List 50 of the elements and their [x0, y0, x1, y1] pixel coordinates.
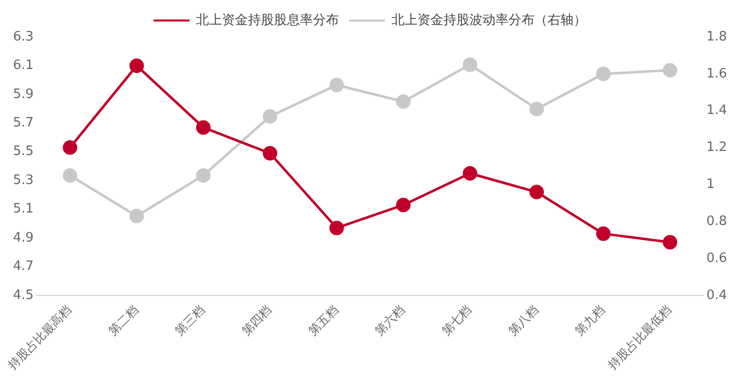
point — [329, 78, 344, 92]
point — [529, 184, 544, 200]
legend-label: 北上资金持股波动率分布（右轴） — [392, 12, 586, 28]
y2-tick-label: 1.4 — [706, 103, 728, 118]
y2-tick-label: 0.6 — [706, 250, 728, 266]
y-tick-label: 5.7 — [12, 116, 34, 131]
y2-tick-label: 1.6 — [706, 66, 728, 82]
x-tick-label: 第二档 — [106, 302, 142, 338]
x-tick-label: 持股占比最低档 — [605, 302, 674, 372]
point — [196, 168, 211, 183]
x-tick-label: 第七档 — [438, 302, 474, 338]
y2-tick-label: 0.8 — [706, 214, 728, 229]
y2-tick-label: 0.4 — [706, 288, 728, 303]
x-tick-label: 第八档 — [506, 302, 541, 338]
y-tick-label: 5.5 — [12, 144, 34, 160]
x-tick-label: 第三档 — [172, 302, 208, 338]
y-tick-label: 6.3 — [12, 29, 34, 44]
point — [529, 102, 544, 116]
point — [396, 198, 411, 212]
y-tick-label: 5.3 — [12, 172, 34, 188]
y-tick-label: 5.9 — [12, 86, 34, 102]
point — [396, 94, 411, 109]
point — [62, 168, 78, 183]
point — [329, 220, 344, 236]
point — [129, 208, 144, 224]
point — [462, 57, 478, 72]
y2-tick-label: 1.8 — [706, 29, 728, 44]
x-tick-label: 第九档 — [572, 302, 608, 338]
point — [196, 120, 211, 135]
y-tick-label: 4.9 — [12, 230, 34, 246]
y-tick-label: 5.1 — [12, 202, 34, 217]
point — [262, 146, 278, 161]
legend-label: 北上资金持股股息率分布 — [196, 12, 339, 28]
y-tick-label: 6.1 — [12, 58, 34, 74]
point — [596, 226, 611, 241]
point — [62, 140, 78, 155]
point — [662, 62, 678, 78]
y-tick-label: 4.5 — [12, 288, 34, 303]
point — [662, 235, 678, 250]
y2-tick-label: 1 — [706, 177, 715, 192]
x-tick-label: 第五档 — [306, 302, 341, 338]
point — [596, 66, 611, 82]
point — [462, 166, 478, 181]
x-tick-label: 第六档 — [372, 302, 408, 338]
x-tick-label: 持股占比最高档 — [5, 302, 74, 372]
y2-tick-label: 1.2 — [706, 140, 728, 156]
point — [129, 58, 144, 73]
y-tick-label: 4.7 — [12, 259, 34, 274]
x-tick-label: 第四档 — [238, 302, 274, 338]
point — [262, 109, 278, 124]
